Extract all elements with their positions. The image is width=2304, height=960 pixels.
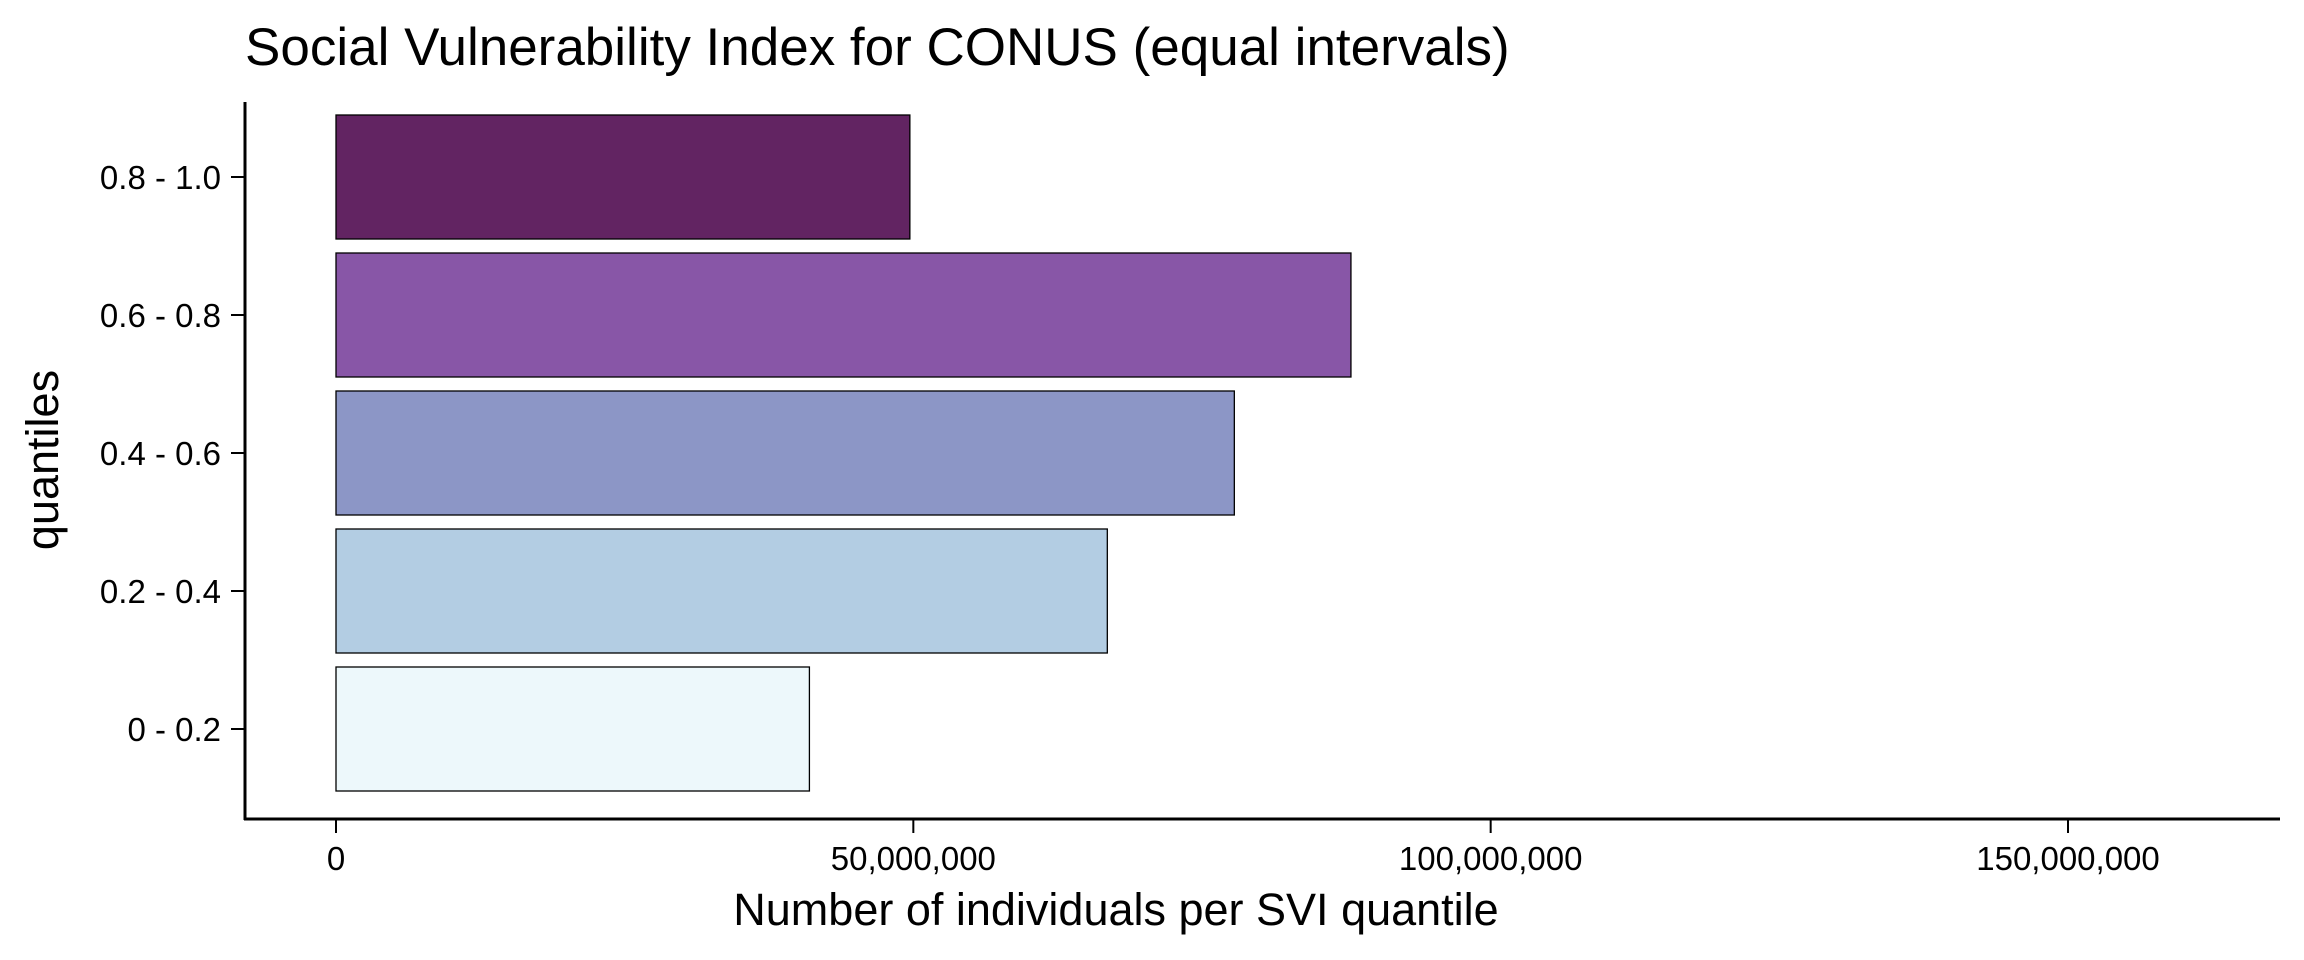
y-tick-label: 0.8 - 1.0 xyxy=(100,159,221,196)
x-ticks-group: 0 50,000,000 100,000,000 150,000,000 xyxy=(327,819,2160,877)
x-axis-title: Number of individuals per SVI quantile xyxy=(733,884,1498,935)
bar-0-0-2 xyxy=(335,666,811,792)
y-tick-label: 0.6 - 0.8 xyxy=(100,297,221,334)
x-tick-label: 50,000,000 xyxy=(831,840,996,877)
y-tick-label: 0.2 - 0.4 xyxy=(100,573,221,610)
bar-0-6-0-8 xyxy=(335,252,1352,378)
y-tick-label: 0 - 0.2 xyxy=(127,711,221,748)
bar-0-8-1-0 xyxy=(335,114,911,240)
bars-group xyxy=(335,114,1352,792)
y-axis-title: quantiles xyxy=(17,370,68,550)
x-tick-label: 100,000,000 xyxy=(1399,840,1583,877)
x-tick-label: 0 xyxy=(327,840,345,877)
y-ticks-group: 0 - 0.2 0.2 - 0.4 0.4 - 0.6 0.6 - 0.8 0.8 - … xyxy=(100,159,245,748)
y-tick-label: 0.4 - 0.6 xyxy=(100,435,221,472)
chart-title: Social Vulnerability Index for CONUS (eq… xyxy=(245,18,1510,77)
bar-0-2-0-4 xyxy=(335,528,1108,654)
x-tick-label: 150,000,000 xyxy=(1976,840,2160,877)
bar-0-4-0-6 xyxy=(335,390,1235,516)
